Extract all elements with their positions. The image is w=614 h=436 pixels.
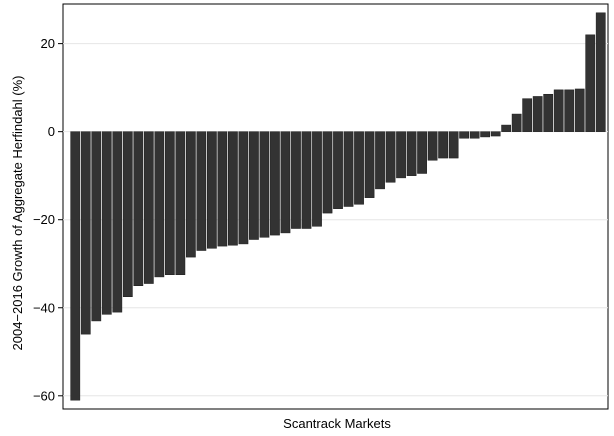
bar (406, 131, 417, 176)
bar (238, 131, 249, 245)
bar (448, 131, 459, 159)
bar (396, 131, 406, 179)
bar (354, 131, 364, 205)
bar (80, 131, 91, 335)
bar (375, 131, 385, 190)
bar (185, 131, 196, 258)
bar (511, 113, 522, 132)
bar (385, 131, 396, 183)
bar (564, 89, 575, 132)
bar (291, 131, 301, 229)
bars (70, 12, 606, 401)
bar (249, 131, 259, 240)
y-tick-label: −20 (33, 212, 55, 227)
bar (301, 131, 312, 229)
bar (490, 131, 501, 137)
bar (574, 88, 585, 132)
bar (112, 131, 123, 313)
bar (312, 131, 322, 227)
bar (270, 131, 280, 236)
bar (522, 98, 533, 132)
bar (417, 131, 427, 174)
x-axis-title: Scantrack Markets (283, 416, 391, 431)
bar (70, 131, 81, 401)
bar (322, 131, 333, 214)
bar (343, 131, 354, 207)
bar (459, 131, 469, 139)
bar (480, 131, 491, 138)
bar (553, 89, 564, 132)
bar (532, 96, 543, 132)
bar (101, 131, 112, 315)
y-tick-label: −60 (33, 388, 55, 403)
bar (595, 12, 606, 132)
bar (91, 131, 102, 322)
bar (280, 131, 291, 234)
bar (228, 131, 238, 246)
bar (143, 131, 154, 284)
bar (217, 131, 228, 247)
bar (469, 131, 480, 139)
y-axis-ticks: −60 −40 −20 0 20 (33, 36, 63, 403)
y-tick-label: −40 (33, 300, 55, 315)
bar (543, 93, 554, 132)
bar (438, 131, 448, 159)
bar (364, 131, 375, 198)
gridlines (63, 43, 608, 397)
bar (259, 131, 270, 238)
y-axis-title: 2004−2016 Growth of Aggregate Herfindahl… (10, 76, 25, 351)
bar (175, 131, 186, 275)
bar (133, 131, 144, 286)
bar (154, 131, 165, 278)
bar (501, 124, 512, 132)
bar (333, 131, 343, 209)
y-tick-label: 0 (48, 124, 55, 139)
bar (164, 131, 175, 275)
bar (427, 131, 438, 161)
y-tick-label: 20 (41, 36, 55, 51)
bar (196, 131, 207, 251)
bar (585, 34, 596, 132)
bar (207, 131, 217, 249)
bar (122, 131, 133, 297)
